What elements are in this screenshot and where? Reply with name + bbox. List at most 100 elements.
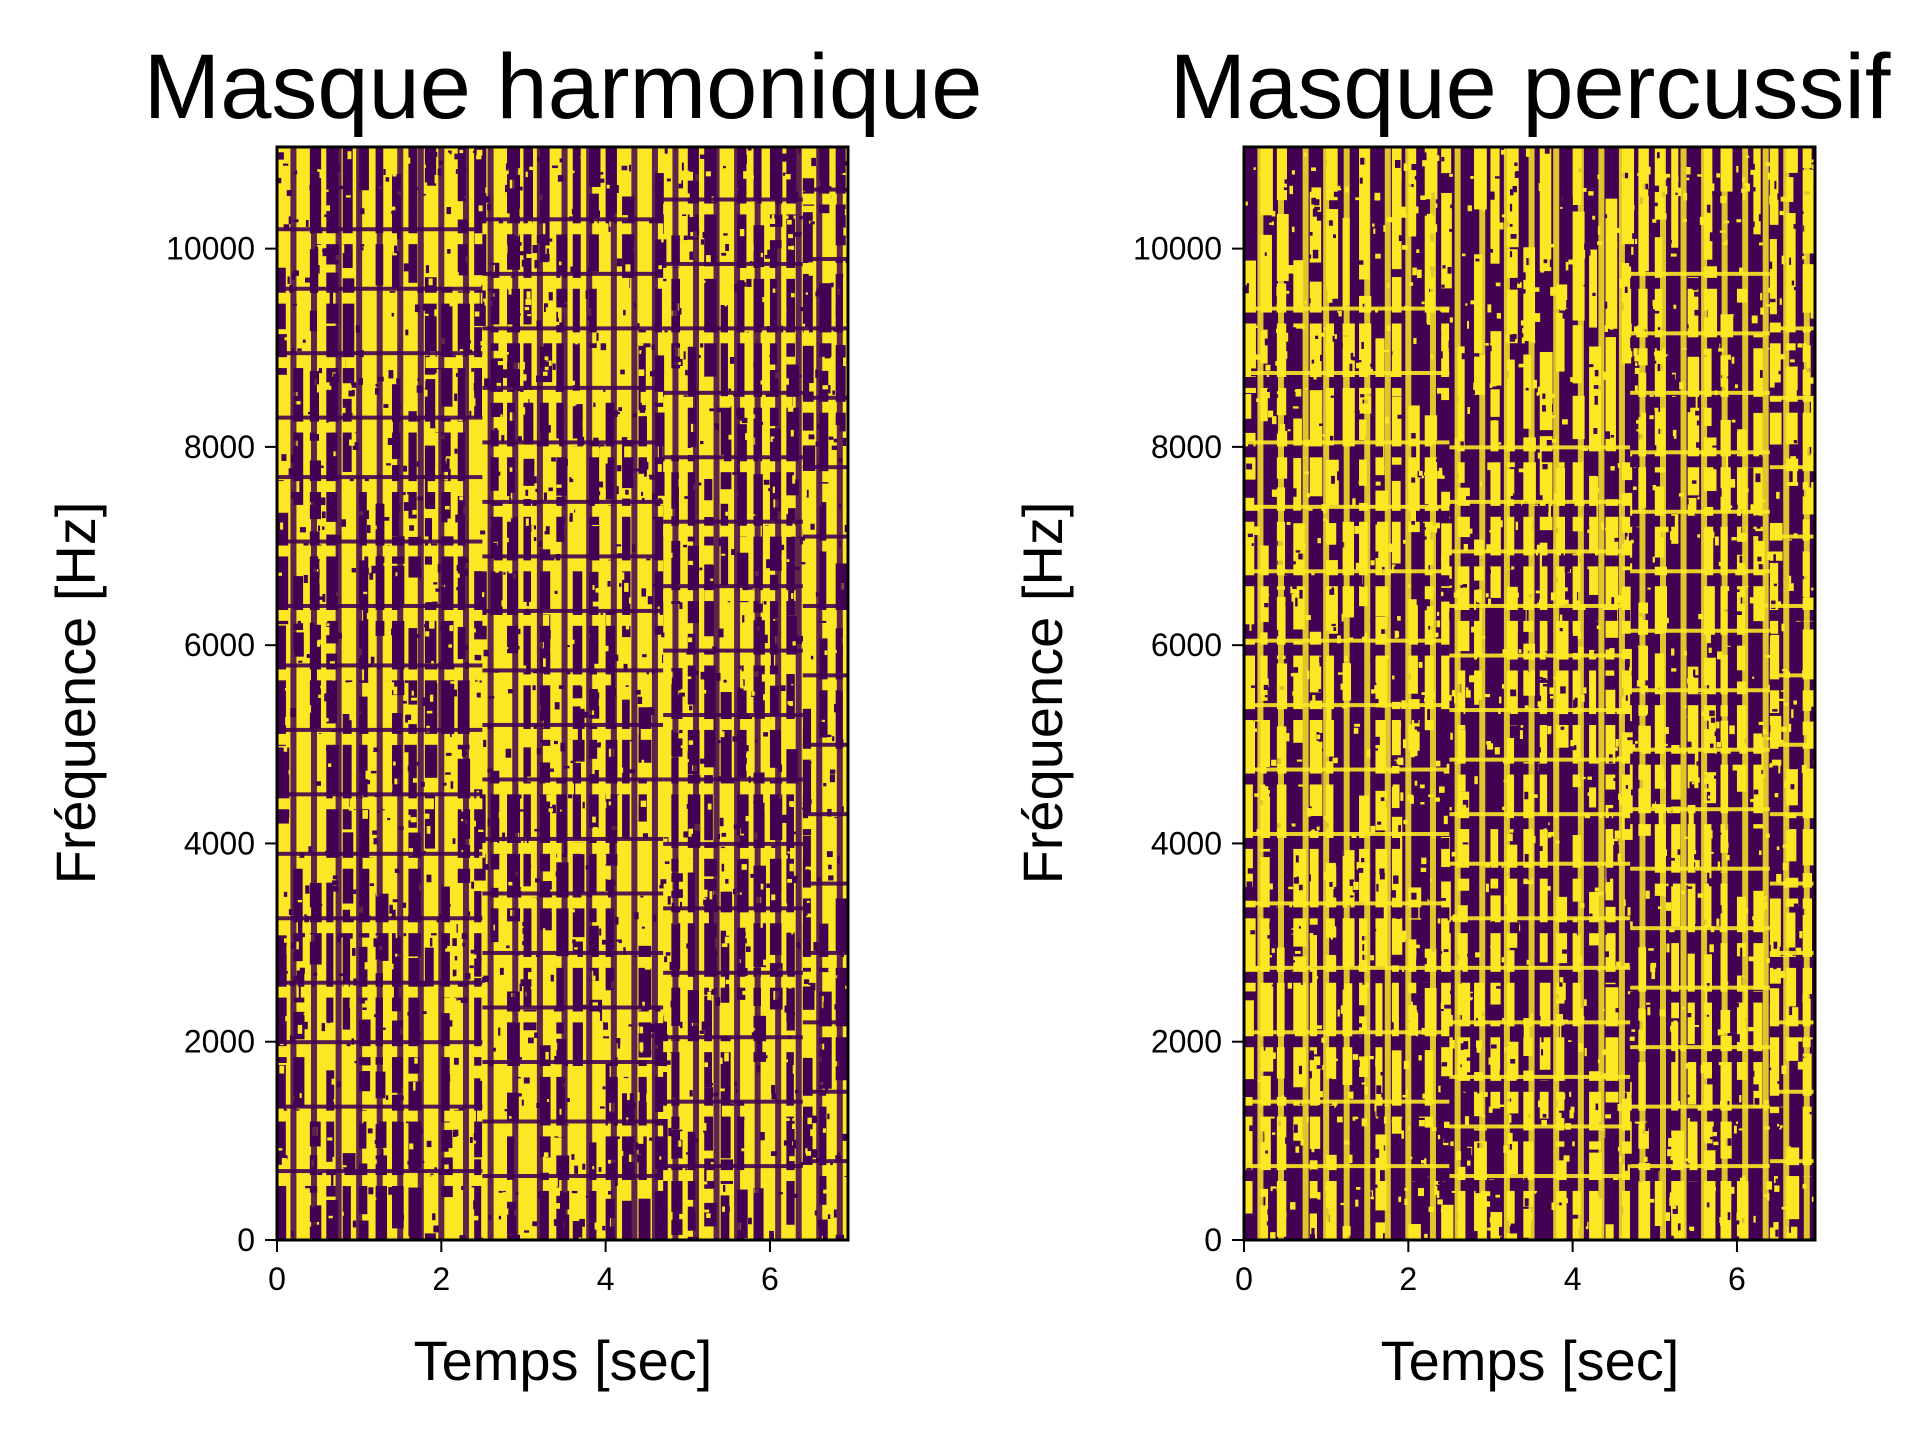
harmonic-partial: [802, 679, 847, 691]
mask-speckle: [470, 949, 476, 954]
mask-speckle: [748, 1217, 752, 1225]
mask-speckle: [343, 682, 350, 686]
harmonic-partial: [764, 525, 803, 537]
mask-speckle: [620, 1150, 624, 1157]
mask-column: [1244, 1097, 1253, 1214]
mask-speckle: [409, 1143, 414, 1150]
mask-speckle: [1604, 325, 1608, 333]
mask-speckle: [544, 526, 550, 535]
mask-speckle: [1542, 828, 1547, 834]
mask-speckle: [645, 340, 651, 348]
mask-speckle: [686, 648, 691, 657]
mask-speckle: [456, 1000, 461, 1007]
mask-column: [1457, 346, 1465, 483]
mask-column: [359, 491, 367, 554]
mask-speckle: [303, 449, 310, 457]
mask-speckle: [1562, 394, 1567, 400]
mask-column: [326, 534, 338, 644]
mask-speckle: [639, 1026, 644, 1034]
mask-speckle: [1449, 317, 1453, 323]
mask-column: [1490, 1212, 1503, 1240]
mask-speckle: [525, 864, 532, 869]
mask-speckle: [1462, 842, 1469, 845]
mask-speckle: [1370, 939, 1375, 945]
partial-fringe: [482, 499, 664, 504]
mask-speckle: [346, 679, 353, 683]
x-tick-label: 6: [761, 1261, 779, 1297]
mask-speckle: [1779, 946, 1784, 955]
mask-speckle: [648, 578, 654, 586]
mask-speckle: [452, 789, 456, 792]
mask-speckle: [724, 1052, 729, 1062]
mask-speckle: [1509, 334, 1515, 342]
mask-speckle: [1572, 544, 1577, 554]
mask-speckle: [741, 664, 744, 672]
mask-speckle: [643, 824, 650, 833]
mask-speckle: [555, 871, 559, 877]
mask-speckle: [1560, 726, 1565, 730]
mask-speckle: [1475, 632, 1482, 640]
mask-speckle: [554, 321, 560, 326]
mask-speckle: [393, 761, 396, 766]
partial-fringe: [482, 1119, 664, 1124]
mask-column: [572, 404, 583, 449]
mask-speckle: [728, 434, 733, 440]
mask-column: [1309, 830, 1319, 925]
mask-column: [1687, 356, 1700, 496]
mask-speckle: [710, 556, 714, 559]
mask-column: [441, 1013, 450, 1123]
mask-speckle: [405, 770, 409, 776]
mask-column: [1359, 502, 1368, 607]
mask-speckle: [1627, 907, 1631, 916]
mask-speckle: [1315, 1205, 1319, 1211]
mask-speckle: [740, 282, 746, 287]
mask-speckle: [743, 756, 747, 764]
mask-speckle: [1596, 901, 1599, 908]
mask-speckle: [402, 902, 407, 908]
mask-speckle: [1781, 376, 1784, 380]
mask-speckle: [1732, 714, 1736, 722]
mask-speckle: [1712, 445, 1717, 448]
mask-speckle: [531, 529, 538, 533]
mask-speckle: [404, 743, 409, 753]
mask-speckle: [1793, 903, 1799, 910]
mask-speckle: [1391, 1183, 1394, 1189]
mask-speckle: [760, 380, 765, 385]
mask-speckle: [789, 685, 794, 692]
mask-speckle: [551, 641, 557, 649]
mask-speckle: [329, 661, 335, 664]
mask-speckle: [1609, 261, 1613, 270]
mask-speckle: [1560, 686, 1566, 694]
mask-speckle: [748, 922, 753, 928]
mask-column: [654, 239, 667, 282]
mask-speckle: [1246, 463, 1253, 470]
mask-speckle: [401, 1086, 407, 1096]
mask-speckle: [1299, 589, 1303, 599]
mask-speckle: [543, 1152, 549, 1157]
mask-speckle: [533, 196, 537, 202]
mask-speckle: [1510, 689, 1514, 694]
mask-speckle: [1791, 709, 1794, 719]
mask-speckle: [1371, 266, 1376, 272]
mask-column: [1506, 359, 1515, 468]
mask-speckle: [738, 586, 743, 594]
mask-speckle: [1632, 307, 1635, 310]
mask-speckle: [1656, 973, 1660, 981]
mask-speckle: [746, 753, 752, 758]
mask-speckle: [447, 945, 453, 950]
mask-speckle: [1371, 689, 1375, 694]
mask-speckle: [688, 828, 692, 837]
mask-speckle: [743, 713, 749, 723]
mask-speckle: [480, 729, 484, 738]
mask-speckle: [597, 210, 601, 218]
mask-speckle: [605, 344, 612, 353]
mask-speckle: [746, 628, 751, 632]
mask-speckle: [1440, 898, 1446, 901]
mask-speckle: [525, 489, 529, 496]
mask-speckle: [1649, 1021, 1655, 1029]
mask-speckle: [664, 148, 668, 154]
mask-speckle: [368, 217, 372, 227]
mask-speckle: [1299, 1147, 1305, 1154]
harmonic-partial: [692, 1105, 720, 1117]
mask-column: [1326, 649, 1335, 757]
